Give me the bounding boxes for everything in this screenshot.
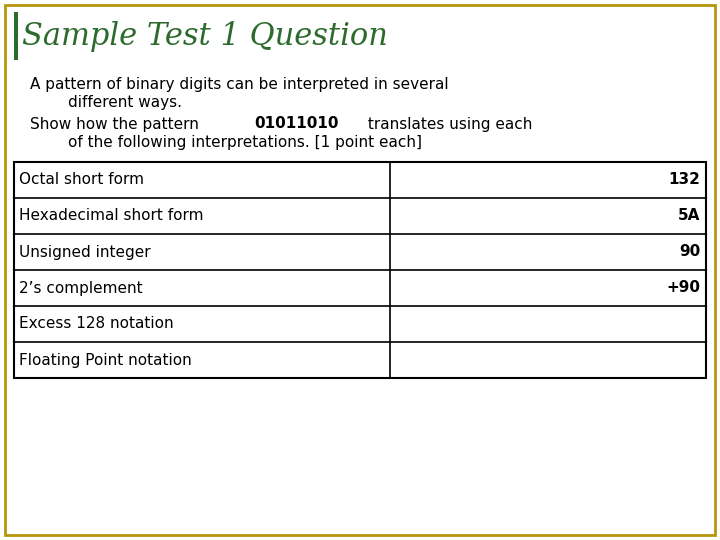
Text: 132: 132 — [668, 172, 700, 187]
Text: Octal short form: Octal short form — [19, 172, 144, 187]
Bar — [14, 162, 706, 378]
Text: Hexadecimal short form: Hexadecimal short form — [19, 208, 204, 224]
Text: Show how the pattern: Show how the pattern — [30, 117, 204, 132]
Text: +90: +90 — [666, 280, 700, 295]
Text: translates using each: translates using each — [363, 117, 533, 132]
Text: Floating Point notation: Floating Point notation — [19, 353, 192, 368]
Text: different ways.: different ways. — [68, 94, 182, 110]
Text: Sample Test 1 Question: Sample Test 1 Question — [22, 21, 388, 51]
Text: 2’s complement: 2’s complement — [19, 280, 143, 295]
Text: 01011010: 01011010 — [254, 117, 338, 132]
Text: 5A: 5A — [678, 208, 700, 224]
Text: of the following interpretations. [1 point each]: of the following interpretations. [1 poi… — [68, 134, 422, 150]
Text: A pattern of binary digits can be interpreted in several: A pattern of binary digits can be interp… — [30, 77, 449, 91]
Bar — [14, 12, 17, 60]
Text: 90: 90 — [679, 245, 700, 260]
Text: Excess 128 notation: Excess 128 notation — [19, 316, 174, 332]
Text: Unsigned integer: Unsigned integer — [19, 245, 150, 260]
